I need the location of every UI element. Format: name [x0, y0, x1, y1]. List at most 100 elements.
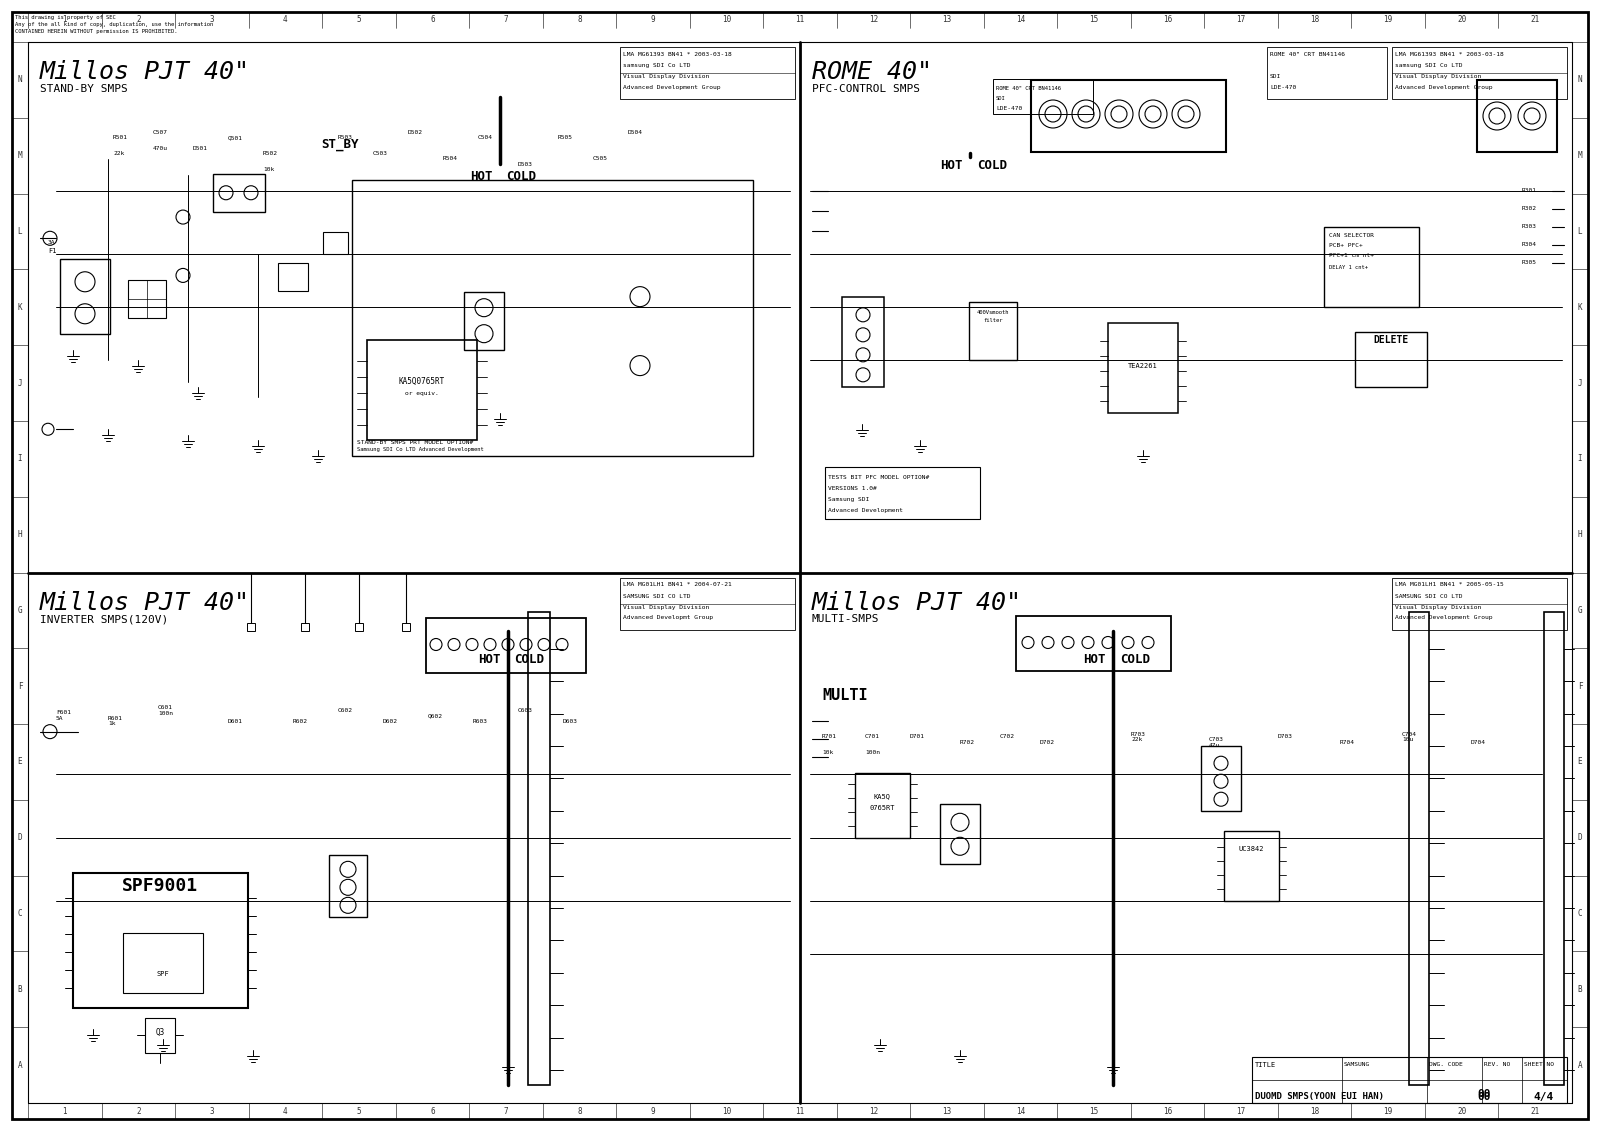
- Text: 0765RT: 0765RT: [869, 805, 894, 811]
- Text: 100n: 100n: [866, 750, 880, 756]
- Text: 10: 10: [722, 16, 731, 25]
- Text: Q602: Q602: [429, 714, 443, 718]
- Text: This drawing is property of SEC: This drawing is property of SEC: [14, 15, 115, 20]
- Text: D: D: [18, 834, 22, 843]
- Bar: [842, 296, 883, 387]
- Text: SAMSUNG SDI CO LTD: SAMSUNG SDI CO LTD: [622, 594, 691, 598]
- Text: 22k: 22k: [114, 150, 125, 156]
- Text: C503: C503: [373, 150, 387, 156]
- Text: J: J: [18, 379, 22, 388]
- Text: 3A: 3A: [48, 240, 56, 245]
- Text: TEA2261: TEA2261: [1128, 363, 1158, 370]
- Text: SPF: SPF: [157, 970, 170, 976]
- Text: 10k: 10k: [262, 166, 274, 172]
- Bar: [402, 622, 410, 630]
- Text: C603: C603: [518, 708, 533, 713]
- Text: E: E: [18, 758, 22, 767]
- Text: H: H: [1578, 530, 1582, 539]
- Text: CONTAINED HEREIN WITHOUT permission IS PROHIBITED.: CONTAINED HEREIN WITHOUT permission IS P…: [14, 29, 178, 34]
- Bar: [213, 174, 266, 211]
- Text: I: I: [1578, 455, 1582, 464]
- Bar: [1477, 80, 1557, 152]
- Text: L: L: [1578, 227, 1582, 236]
- Text: KA5Q: KA5Q: [874, 793, 891, 798]
- Text: 21: 21: [1531, 1106, 1539, 1115]
- Bar: [146, 1018, 174, 1053]
- Text: LMA MG01LH1 BN41 * 2004-07-21: LMA MG01LH1 BN41 * 2004-07-21: [622, 582, 731, 587]
- Bar: [366, 340, 477, 440]
- Text: G: G: [1578, 606, 1582, 615]
- Text: F1: F1: [48, 248, 56, 253]
- Bar: [128, 279, 166, 318]
- Text: 5: 5: [357, 1106, 362, 1115]
- Text: SDI: SDI: [995, 96, 1006, 101]
- Text: R504: R504: [443, 156, 458, 162]
- Text: R304: R304: [1522, 242, 1538, 247]
- Text: 9: 9: [651, 16, 656, 25]
- Text: DUOMD SMPS(YOON EUI HAN): DUOMD SMPS(YOON EUI HAN): [1254, 1093, 1384, 1102]
- Text: 18: 18: [1310, 1106, 1320, 1115]
- Text: F: F: [18, 682, 22, 691]
- Bar: [1251, 1057, 1566, 1103]
- Text: N: N: [1578, 76, 1582, 85]
- Text: LMA MG01LH1 BN41 * 2005-05-15: LMA MG01LH1 BN41 * 2005-05-15: [1395, 582, 1504, 587]
- Text: TITLE: TITLE: [1254, 1062, 1277, 1068]
- Text: R704: R704: [1341, 740, 1355, 744]
- Text: 4: 4: [283, 1106, 288, 1115]
- Text: 8: 8: [578, 16, 582, 25]
- Bar: [1392, 48, 1566, 100]
- Text: A: A: [1578, 1061, 1582, 1070]
- Text: 2: 2: [136, 16, 141, 25]
- Text: HOT: HOT: [470, 170, 493, 183]
- Text: Q3: Q3: [155, 1027, 165, 1036]
- Text: 7: 7: [504, 1106, 509, 1115]
- Text: KA5Q0765RT: KA5Q0765RT: [398, 378, 445, 387]
- Text: B: B: [18, 985, 22, 994]
- Text: Advanced Development Group: Advanced Development Group: [622, 85, 720, 90]
- Bar: [301, 622, 309, 630]
- Text: 9: 9: [651, 1106, 656, 1115]
- Text: 10: 10: [722, 1106, 731, 1115]
- Text: 10k: 10k: [822, 750, 834, 756]
- Bar: [994, 79, 1093, 114]
- Text: R602: R602: [293, 718, 307, 724]
- Text: LDE-470: LDE-470: [995, 106, 1022, 111]
- Text: G: G: [18, 606, 22, 615]
- Text: 13: 13: [942, 1106, 952, 1115]
- Text: R303: R303: [1522, 224, 1538, 230]
- Text: K: K: [18, 303, 22, 312]
- Text: SAMSUNG SDI CO LTD: SAMSUNG SDI CO LTD: [1395, 594, 1462, 598]
- Text: COLD: COLD: [1120, 653, 1150, 666]
- Bar: [621, 48, 795, 100]
- Text: 13: 13: [942, 16, 952, 25]
- Text: ROME 40" CRT BN41146: ROME 40" CRT BN41146: [1270, 52, 1346, 57]
- Bar: [323, 232, 349, 254]
- Bar: [355, 622, 363, 630]
- Bar: [1544, 612, 1565, 1085]
- Text: Any of the all kind of copy, duplication, use the information: Any of the all kind of copy, duplication…: [14, 21, 213, 27]
- Bar: [246, 622, 254, 630]
- Text: 17: 17: [1237, 16, 1246, 25]
- Text: R601
1k: R601 1k: [109, 716, 123, 726]
- Text: C703
47u: C703 47u: [1210, 737, 1224, 748]
- Bar: [1355, 331, 1427, 387]
- Text: Visual Display Division: Visual Display Division: [1395, 74, 1482, 79]
- Text: R305: R305: [1522, 260, 1538, 265]
- Text: C702: C702: [1000, 734, 1014, 740]
- Bar: [1267, 48, 1387, 100]
- Bar: [1410, 612, 1429, 1085]
- Text: D603: D603: [563, 718, 578, 724]
- Text: 16: 16: [1163, 16, 1173, 25]
- Text: 16: 16: [1163, 1106, 1173, 1115]
- Text: samsung SDI Co LTD: samsung SDI Co LTD: [1395, 63, 1462, 68]
- Bar: [621, 578, 795, 630]
- Bar: [1016, 615, 1171, 671]
- Text: R702: R702: [960, 740, 974, 744]
- Bar: [1392, 578, 1566, 630]
- Text: 1: 1: [62, 1106, 67, 1115]
- Text: filter: filter: [984, 318, 1003, 323]
- Text: D: D: [1578, 834, 1582, 843]
- Text: C507: C507: [154, 130, 168, 135]
- Text: F601
5A: F601 5A: [56, 710, 70, 722]
- Text: C601
100n: C601 100n: [158, 705, 173, 716]
